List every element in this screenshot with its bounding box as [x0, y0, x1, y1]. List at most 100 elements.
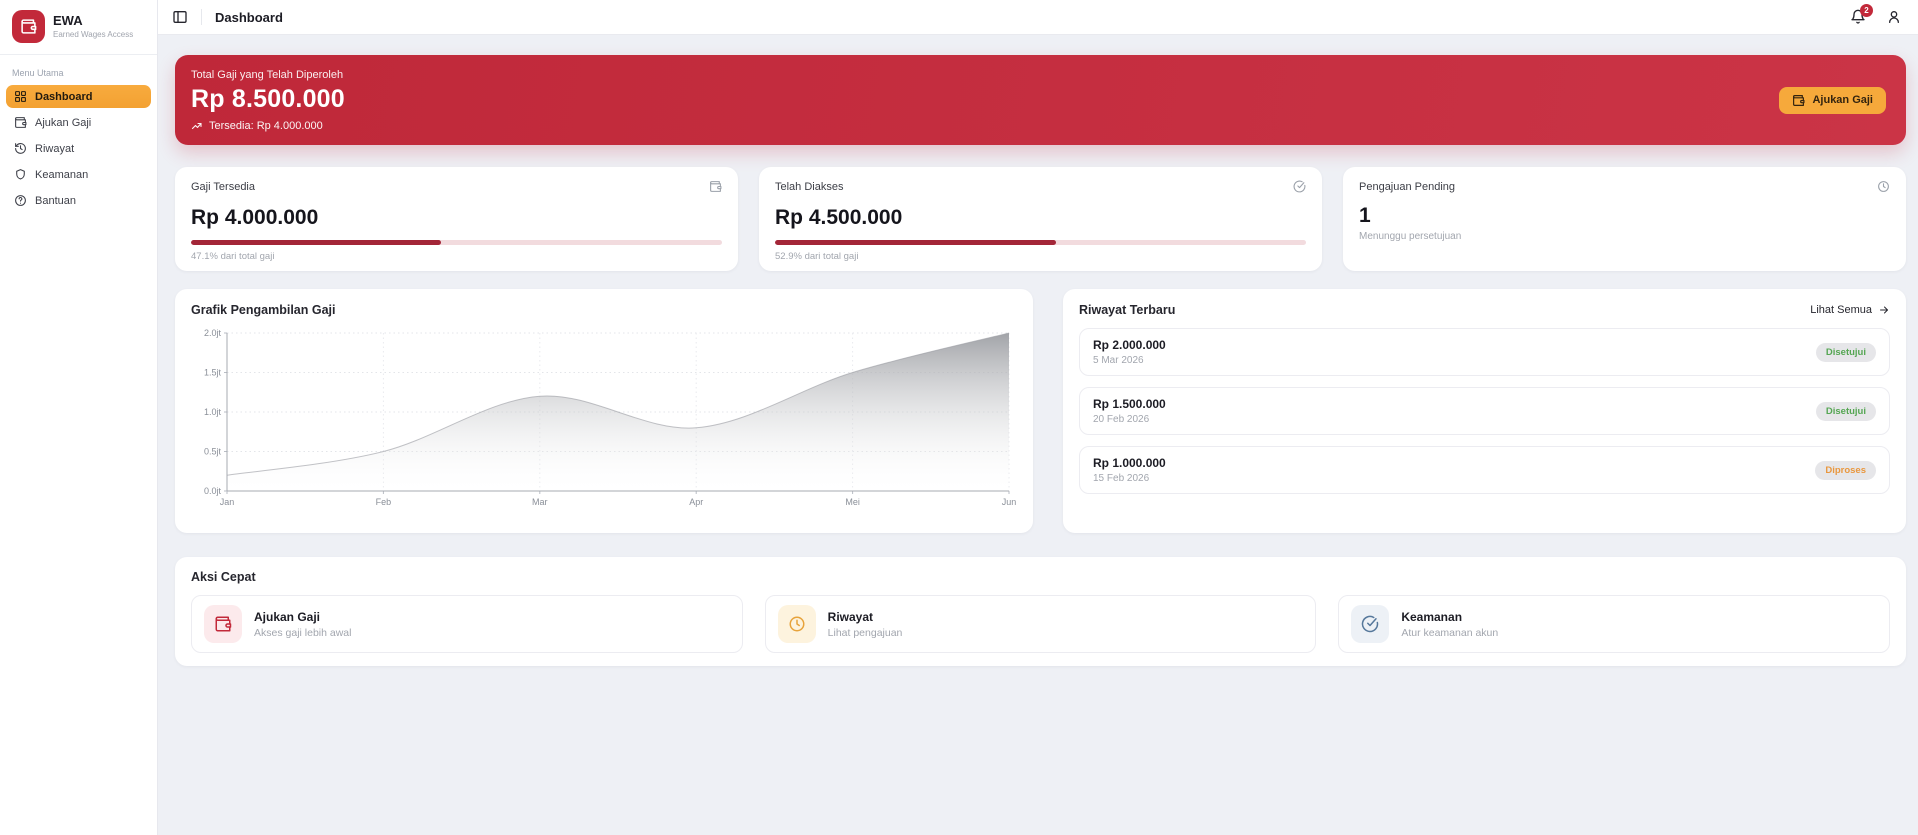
- quick-action-title: Riwayat: [827, 609, 874, 624]
- status-badge: Diproses: [1815, 460, 1876, 480]
- svg-text:Feb: Feb: [376, 497, 392, 507]
- quick-actions-title: Aksi Cepat: [191, 570, 256, 584]
- hero-amount: Rp 8.500.000: [191, 84, 345, 113]
- hero-label: Total Gaji yang Telah Diperoleh: [191, 68, 344, 81]
- topbar: Dashboard 2: [158, 0, 1918, 35]
- shield-check-icon: [1351, 605, 1390, 643]
- svg-text:1.0jt: 1.0jt: [204, 407, 222, 417]
- stat-card-telah-diakses: Telah Diakses Rp 4.500.000 52.9% dari to…: [759, 167, 1322, 271]
- stat-caption: Menunggu persetujuan: [1359, 231, 1462, 242]
- history-icon: [14, 142, 27, 155]
- sidebar-item-riwayat[interactable]: Riwayat: [6, 137, 151, 160]
- quick-action-title: Ajukan Gaji: [254, 609, 321, 624]
- status-badge: Disetujui: [1815, 342, 1876, 362]
- menu-section-label: Menu Utama: [12, 68, 64, 78]
- stat-caption: 52.9% dari total gaji: [775, 251, 859, 262]
- sidebar-menu: Dashboard Ajukan Gaji Riwayat Keamanan: [0, 85, 157, 212]
- stat-value: 1: [1359, 204, 1371, 227]
- trending-up-icon: [191, 120, 203, 132]
- quick-action-subtitle: Akses gaji lebih awal: [254, 626, 352, 639]
- notifications-button[interactable]: 2: [1850, 4, 1873, 25]
- charts-row: Grafik Pengambilan Gaji 2.0jt 1.5jt 1.0jt 0…: [175, 289, 1906, 533]
- sidebar-item-label: Dashboard: [35, 90, 93, 103]
- user-menu-button[interactable]: [1886, 9, 1902, 25]
- chart-card: Grafik Pengambilan Gaji 2.0jt 1.5jt 1.0jt 0…: [175, 289, 1033, 533]
- sidebar-item-dashboard[interactable]: Dashboard: [6, 85, 151, 108]
- wallet-icon: [204, 605, 242, 643]
- clock-icon: [1877, 180, 1890, 193]
- sidebar-item-label: Ajukan Gaji: [35, 116, 92, 129]
- history-amount: Rp 2.000.000: [1093, 338, 1166, 352]
- stat-card-gaji-tersedia: Gaji Tersedia Rp 4.000.000 47.1% dari to…: [175, 167, 738, 271]
- wallet-icon: [20, 18, 37, 35]
- sidebar-item-bantuan[interactable]: Bantuan: [6, 189, 151, 212]
- stat-title: Telah Diakses: [775, 180, 844, 193]
- quick-action-keamanan[interactable]: Keamanan Atur keamanan akun: [1338, 595, 1890, 653]
- svg-text:2.0jt: 2.0jt: [204, 328, 222, 338]
- bell-icon: [1850, 9, 1866, 25]
- svg-text:Jan: Jan: [220, 497, 235, 507]
- content: Total Gaji yang Telah Diperoleh Rp 8.500…: [158, 35, 1918, 835]
- history-date: 20 Feb 2026: [1093, 414, 1150, 425]
- history-date: 15 Feb 2026: [1093, 473, 1150, 484]
- quick-action-riwayat[interactable]: Riwayat Lihat pengajuan: [764, 595, 1317, 653]
- stat-title: Pengajuan Pending: [1359, 180, 1456, 193]
- salary-withdrawal-area-chart: 2.0jt 1.5jt 1.0jt 0.5jt 0.0jt Jan Feb Mar Apr Mei…: [191, 323, 1017, 515]
- view-all-label: Lihat Semua: [1810, 304, 1872, 316]
- status-badge: Disetujui: [1815, 401, 1876, 421]
- sidebar-item-label: Riwayat: [35, 142, 75, 155]
- check-circle-icon: [1293, 180, 1306, 193]
- quick-action-ajukan-gaji[interactable]: Ajukan Gaji Akses gaji lebih awal: [191, 595, 743, 653]
- history-amount: Rp 1.000.000: [1093, 456, 1166, 470]
- stat-value: Rp 4.500.000: [775, 206, 903, 229]
- sidebar: EWA Earned Wages Access Menu Utama Dashb…: [0, 0, 158, 835]
- history-amount: Rp 1.500.000: [1093, 397, 1166, 411]
- main-area: Dashboard 2 Total Gaji ya: [158, 0, 1918, 835]
- stats-row: Gaji Tersedia Rp 4.000.000 47.1% dari to…: [175, 167, 1906, 271]
- quick-action-subtitle: Lihat pengajuan: [827, 626, 903, 639]
- wallet-icon: [709, 180, 722, 193]
- wallet-icon: [1792, 94, 1805, 107]
- history-title: Riwayat Terbaru: [1079, 303, 1176, 317]
- hero-available: Tersedia: Rp 4.000.000: [209, 119, 323, 132]
- stat-value: Rp 4.000.000: [191, 206, 319, 229]
- stat-title: Gaji Tersedia: [191, 180, 255, 193]
- svg-text:Mei: Mei: [845, 497, 860, 507]
- history-date: 5 Mar 2026: [1093, 355, 1144, 366]
- svg-text:Mar: Mar: [532, 497, 548, 507]
- quick-action-subtitle: Atur keamanan akun: [1401, 626, 1499, 639]
- progress-bar: [775, 240, 1306, 245]
- hero-banner: Total Gaji yang Telah Diperoleh Rp 8.500…: [175, 55, 1906, 145]
- history-row[interactable]: Rp 1.500.000 20 Feb 2026 Disetujui: [1079, 387, 1890, 435]
- sidebar-item-label: Keamanan: [35, 168, 89, 181]
- topbar-divider: [201, 9, 202, 25]
- ajukan-gaji-button[interactable]: Ajukan Gaji: [1779, 86, 1886, 114]
- chart-title: Grafik Pengambilan Gaji: [191, 303, 336, 317]
- wallet-icon: [14, 116, 27, 129]
- brand: EWA Earned Wages Access: [0, 0, 157, 55]
- svg-text:Apr: Apr: [689, 497, 703, 507]
- stat-card-pengajuan-pending: Pengajuan Pending 1 Menunggu persetujuan: [1343, 167, 1906, 271]
- grid-icon: [14, 90, 27, 103]
- sidebar-toggle-icon[interactable]: [172, 9, 188, 25]
- arrow-right-icon: [1878, 304, 1890, 316]
- svg-text:0.5jt: 0.5jt: [204, 447, 222, 457]
- sidebar-item-ajukan-gaji[interactable]: Ajukan Gaji: [6, 111, 151, 134]
- svg-text:Jun: Jun: [1002, 497, 1017, 507]
- sidebar-item-keamanan[interactable]: Keamanan: [6, 163, 151, 186]
- progress-bar: [191, 240, 722, 245]
- sidebar-item-label: Bantuan: [35, 194, 76, 207]
- stat-caption: 47.1% dari total gaji: [191, 251, 275, 262]
- page-title: Dashboard: [215, 9, 283, 25]
- help-icon: [14, 194, 27, 207]
- history-row[interactable]: Rp 2.000.000 5 Mar 2026 Disetujui: [1079, 328, 1890, 376]
- user-icon: [1886, 9, 1902, 25]
- ajukan-gaji-button-label: Ajukan Gaji: [1812, 94, 1873, 106]
- app-logo: [12, 10, 45, 43]
- quick-action-title: Keamanan: [1401, 609, 1463, 624]
- history-card: Riwayat Terbaru Lihat Semua Rp 2.000.000…: [1063, 289, 1906, 533]
- view-all-link[interactable]: Lihat Semua: [1810, 304, 1890, 316]
- app-name: EWA: [53, 12, 83, 28]
- history-row[interactable]: Rp 1.000.000 15 Feb 2026 Diproses: [1079, 446, 1890, 494]
